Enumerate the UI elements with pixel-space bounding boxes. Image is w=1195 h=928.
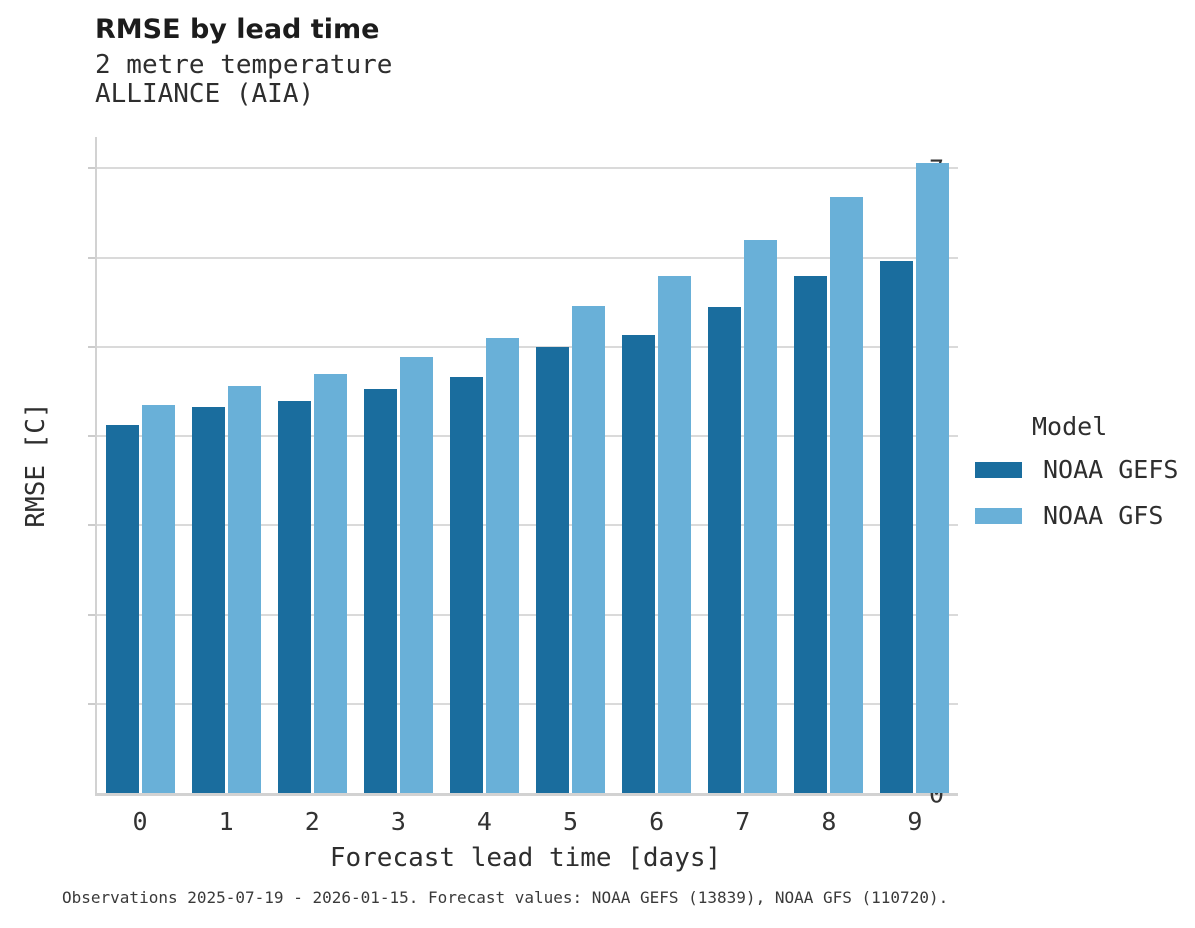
subtitle-line-1: 2 metre temperature — [95, 50, 393, 80]
legend-item-noaa-gfs: NOAA GFS — [975, 501, 1178, 530]
y-tickmark-3 — [88, 524, 95, 527]
bar-noaa-gefs-lead-6 — [622, 335, 656, 793]
gridline-y-4 — [97, 435, 958, 437]
gridline-y-7 — [97, 167, 958, 170]
bar-noaa-gfs-lead-7 — [744, 239, 778, 793]
y-tickmark-5 — [88, 345, 95, 348]
bar-group-lead-3 — [355, 137, 441, 793]
x-tick-label-7: 7 — [735, 807, 751, 836]
bar-group-lead-1 — [183, 137, 269, 793]
x-tick-label-5: 5 — [563, 807, 579, 836]
bar-noaa-gfs-lead-9 — [916, 162, 950, 793]
x-tick-label-6: 6 — [649, 807, 665, 836]
legend-swatch — [975, 507, 1022, 524]
bar-noaa-gfs-lead-1 — [227, 386, 261, 793]
y-tickmark-6 — [88, 256, 95, 259]
bar-noaa-gefs-lead-0 — [105, 425, 139, 793]
bar-group-lead-0 — [97, 137, 183, 793]
x-tick-label-3: 3 — [390, 807, 406, 836]
bar-group-lead-5 — [528, 137, 614, 793]
bar-noaa-gefs-lead-8 — [794, 276, 828, 793]
x-tick-label-4: 4 — [476, 807, 492, 836]
x-tick-label-2: 2 — [304, 807, 320, 836]
legend-swatch — [975, 461, 1022, 478]
bar-noaa-gefs-lead-5 — [536, 346, 570, 793]
x-axis-label: Forecast lead time [days] — [329, 843, 722, 873]
chart-subtitle: 2 metre temperature ALLIANCE (AIA) — [95, 51, 392, 109]
bar-group-lead-9 — [872, 137, 958, 793]
gridline-y-3 — [97, 524, 958, 527]
y-tickmark-1 — [88, 702, 95, 705]
bar-noaa-gfs-lead-0 — [141, 404, 175, 793]
bar-group-lead-7 — [700, 137, 786, 793]
subtitle-line-2: ALLIANCE (AIA) — [95, 79, 315, 109]
plot-area: 012345670123456789 — [88, 137, 958, 836]
bar-group-lead-4 — [441, 137, 527, 793]
bar-noaa-gfs-lead-8 — [830, 196, 864, 793]
y-tickmark-2 — [88, 613, 95, 616]
bar-noaa-gefs-lead-7 — [708, 307, 742, 793]
legend-label: NOAA GEFS — [1043, 455, 1179, 484]
gridline-y-5 — [97, 345, 958, 348]
footer-note: Observations 2025-07-19 - 2026-01-15. Fo… — [62, 888, 949, 907]
x-tick-label-1: 1 — [218, 807, 234, 836]
bar-group-lead-2 — [269, 137, 355, 793]
x-tick-label-8: 8 — [821, 807, 837, 836]
bar-noaa-gefs-lead-9 — [880, 261, 914, 793]
bar-noaa-gefs-lead-3 — [363, 388, 397, 793]
legend-title: Model — [1032, 412, 1108, 441]
bar-noaa-gfs-lead-5 — [572, 305, 606, 793]
gridline-y-2 — [97, 613, 958, 616]
legend-items: NOAA GEFS NOAA GFS — [975, 455, 1178, 530]
gridline-y-1 — [97, 702, 958, 705]
bar-noaa-gfs-lead-6 — [658, 276, 692, 793]
x-tick-label-9: 9 — [907, 807, 923, 836]
y-tickmark-7 — [88, 167, 95, 170]
bar-noaa-gfs-lead-3 — [399, 357, 433, 793]
bar-noaa-gfs-lead-4 — [485, 337, 519, 793]
y-axis-label: RMSE [C] — [21, 402, 51, 528]
bar-noaa-gefs-lead-4 — [449, 377, 483, 793]
chart-title: RMSE by lead time — [95, 14, 380, 45]
y-tickmark-4 — [88, 435, 95, 437]
gridline-y-6 — [97, 256, 958, 259]
bar-noaa-gfs-lead-2 — [313, 373, 347, 793]
bar-group-lead-8 — [786, 137, 872, 793]
x-tick-label-0: 0 — [132, 807, 148, 836]
legend-item-noaa-gefs: NOAA GEFS — [975, 455, 1178, 484]
legend-label: NOAA GFS — [1043, 501, 1164, 530]
bar-group-lead-6 — [614, 137, 700, 793]
legend: Model NOAA GEFS NOAA GFS — [975, 412, 1178, 547]
bar-noaa-gefs-lead-1 — [191, 406, 225, 793]
bar-noaa-gefs-lead-2 — [277, 401, 311, 793]
